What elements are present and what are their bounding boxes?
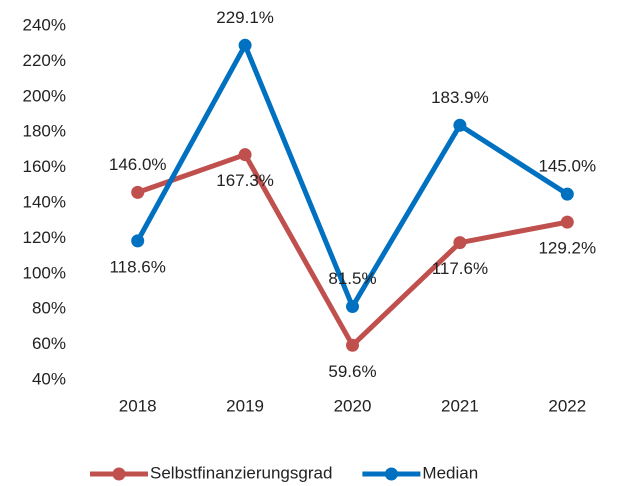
data-label: 59.6% <box>328 362 376 381</box>
y-tick-label: 40% <box>32 369 66 388</box>
legend-label: Selbstfinanzierungsgrad <box>150 463 332 482</box>
y-tick-label: 140% <box>23 192 66 211</box>
data-label: 229.1% <box>216 8 274 27</box>
x-tick-label: 2021 <box>441 396 479 415</box>
marker <box>238 38 252 52</box>
y-tick-label: 180% <box>23 122 66 141</box>
marker <box>560 187 574 201</box>
data-label: 81.5% <box>328 269 376 288</box>
y-tick-label: 220% <box>23 51 66 70</box>
data-label: 183.9% <box>431 88 489 107</box>
series-line <box>136 152 568 348</box>
marker <box>453 236 467 250</box>
data-label: 117.6% <box>432 259 488 278</box>
marker <box>238 148 252 162</box>
marker <box>131 185 145 199</box>
marker <box>560 215 574 229</box>
y-tick-label: 80% <box>32 299 66 318</box>
y-tick-label: 160% <box>23 157 66 176</box>
x-tick-label: 2020 <box>334 396 372 415</box>
marker <box>453 118 467 132</box>
x-tick-label: 2022 <box>548 396 586 415</box>
y-tick-label: 240% <box>23 15 66 34</box>
data-label: 118.6% <box>109 257 165 276</box>
y-tick-label: 200% <box>23 86 66 105</box>
y-tick-label: 60% <box>32 334 66 353</box>
legend-marker <box>112 467 126 481</box>
legend-label: Median <box>422 463 478 482</box>
data-label: 145.0% <box>538 157 596 176</box>
marker <box>346 300 359 314</box>
x-tick-label: 2018 <box>119 396 157 415</box>
data-label: 167.3% <box>216 171 274 190</box>
marker <box>346 338 359 352</box>
data-label: 129.2% <box>538 239 596 258</box>
legend-marker <box>384 467 398 481</box>
marker <box>131 234 145 248</box>
x-tick-label: 2019 <box>226 396 264 415</box>
series-line <box>135 42 569 310</box>
y-tick-label: 100% <box>23 263 66 282</box>
y-tick-label: 120% <box>23 228 66 247</box>
data-label: 146.0% <box>109 155 167 174</box>
